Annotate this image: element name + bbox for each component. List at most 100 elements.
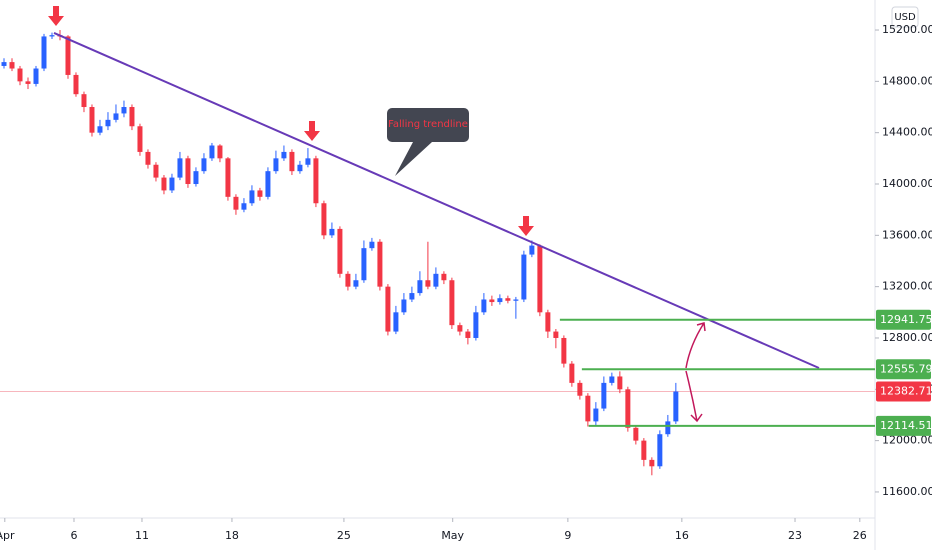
candle-body — [641, 440, 647, 460]
candle-body — [441, 273, 447, 281]
candle-body — [577, 382, 583, 396]
callout: Falling trendline — [387, 108, 469, 176]
level-label-box — [876, 309, 931, 330]
candle-body — [49, 35, 55, 37]
candle-body — [473, 312, 479, 338]
callout-text: Falling trendline — [388, 119, 468, 130]
candle-body — [41, 36, 47, 69]
candle-body — [457, 325, 463, 332]
candle-body — [89, 107, 95, 133]
x-tick-label: 16 — [675, 529, 689, 542]
candle-body — [561, 337, 567, 364]
up-arrow — [685, 322, 706, 369]
level-label-box — [876, 415, 931, 436]
candle-body — [449, 280, 455, 326]
candle-body — [377, 241, 383, 287]
currency-badge — [891, 6, 919, 28]
y-tick-label: 14000.00 — [882, 177, 932, 190]
candle-body — [329, 228, 335, 236]
candle-body — [369, 241, 375, 249]
level-label: 12114.51 — [880, 419, 932, 432]
candle-body — [401, 299, 407, 313]
candle-body — [585, 395, 591, 422]
candle-body — [137, 126, 143, 152]
candle-body — [569, 363, 575, 383]
candle-body — [225, 158, 231, 197]
candle-body — [297, 164, 303, 172]
candle-body — [625, 389, 631, 428]
candle-body — [73, 74, 79, 95]
candle-body — [313, 158, 319, 204]
x-tick-label: Apr — [0, 529, 15, 542]
last-price-box — [876, 381, 931, 402]
candle-body — [513, 299, 519, 301]
x-tick-label: 9 — [564, 529, 571, 542]
x-tick-label: May — [441, 529, 464, 542]
candle-body — [321, 203, 327, 236]
candle-body — [153, 164, 159, 178]
candle-body — [209, 145, 215, 159]
plot-area — [0, 30, 875, 476]
peak-arrow — [304, 121, 320, 141]
callout-box — [387, 108, 469, 176]
candle-body — [353, 280, 359, 287]
candle-body — [481, 299, 487, 313]
y-tick-label: 15200.00 — [882, 23, 932, 36]
candle-body — [33, 68, 39, 84]
peak-arrow — [48, 6, 64, 26]
candle-body — [257, 190, 263, 197]
y-tick-label: 14800.00 — [882, 74, 932, 87]
x-tick-label: 23 — [788, 529, 802, 542]
down-arrow — [685, 370, 703, 423]
candle-body — [113, 113, 119, 120]
candle-body — [529, 245, 535, 255]
candle-body — [201, 158, 207, 172]
peak-arrow — [518, 216, 534, 236]
peak-arrows — [48, 6, 534, 236]
candle-body — [169, 177, 175, 191]
trendline — [53, 32, 820, 369]
candle-body — [673, 391, 679, 422]
candle-body — [25, 81, 31, 84]
candle-body — [497, 298, 503, 303]
candle-body — [1, 62, 7, 66]
candle-body — [185, 158, 191, 185]
candle-body — [161, 177, 167, 191]
y-tick-label: 11600.00 — [882, 485, 932, 498]
candle-body — [97, 126, 103, 133]
candle-body — [417, 280, 423, 294]
candle-body — [545, 312, 551, 332]
y-tick-label: 14400.00 — [882, 126, 932, 139]
candle-body — [81, 94, 87, 108]
candle-body — [281, 151, 287, 159]
candle-body — [593, 408, 599, 422]
y-tick-label: 12000.00 — [882, 434, 932, 447]
x-tick-label: 18 — [225, 529, 239, 542]
candle-body — [17, 68, 23, 82]
level-label: 12941.75 — [880, 313, 932, 326]
x-tick-label: 25 — [337, 529, 351, 542]
level-label: 12555.79 — [880, 362, 932, 375]
y-tick-label: 13200.00 — [882, 280, 932, 293]
x-tick-label: 26 — [853, 529, 867, 542]
candle-body — [233, 196, 239, 210]
candle-body — [657, 434, 663, 467]
candle-body — [385, 286, 391, 332]
candle-body — [65, 36, 71, 75]
level-label-box — [876, 359, 931, 380]
x-tick-label: 11 — [135, 529, 149, 542]
candle-body — [249, 190, 255, 204]
candle-body — [273, 158, 279, 172]
candle-body — [465, 331, 471, 338]
last-price-label: 12382.71 — [880, 385, 932, 398]
currency: USD — [894, 12, 916, 23]
candle-body — [489, 299, 495, 303]
candle-body — [361, 248, 367, 281]
candle-body — [9, 62, 15, 69]
candle-body — [193, 171, 199, 185]
candle-body — [345, 273, 351, 287]
candle-body — [289, 151, 295, 172]
y-tick-label: 12800.00 — [882, 331, 932, 344]
candle-body — [609, 376, 615, 383]
candle-body — [433, 273, 439, 287]
